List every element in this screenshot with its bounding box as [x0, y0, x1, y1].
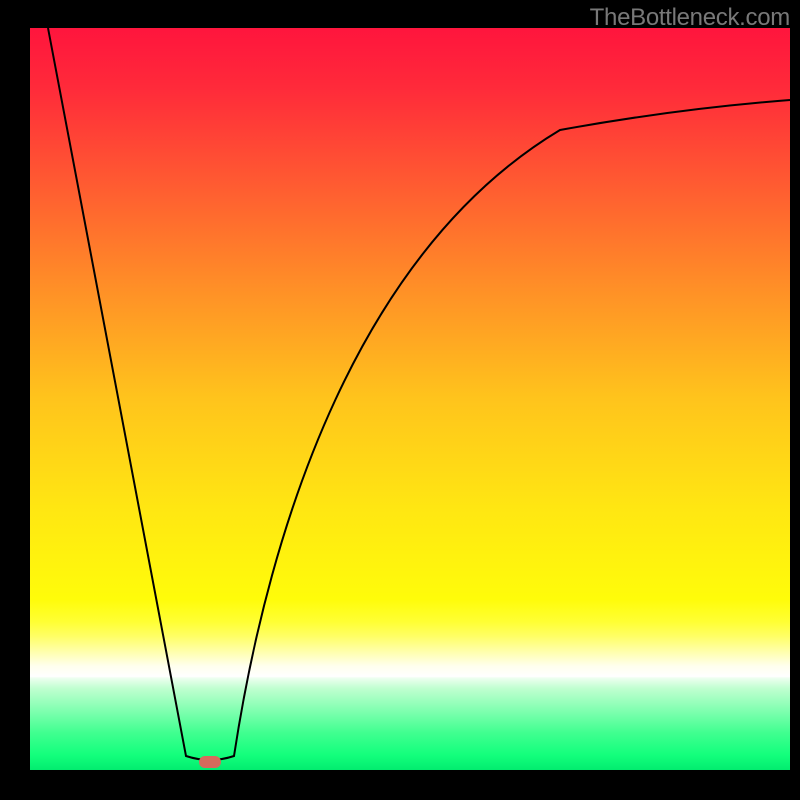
plot-area-gradient	[30, 28, 790, 770]
bottleneck-chart	[0, 0, 800, 800]
optimal-point-marker	[199, 756, 221, 768]
watermark-text: TheBottleneck.com	[590, 4, 790, 32]
chart-container: TheBottleneck.com	[0, 0, 800, 800]
